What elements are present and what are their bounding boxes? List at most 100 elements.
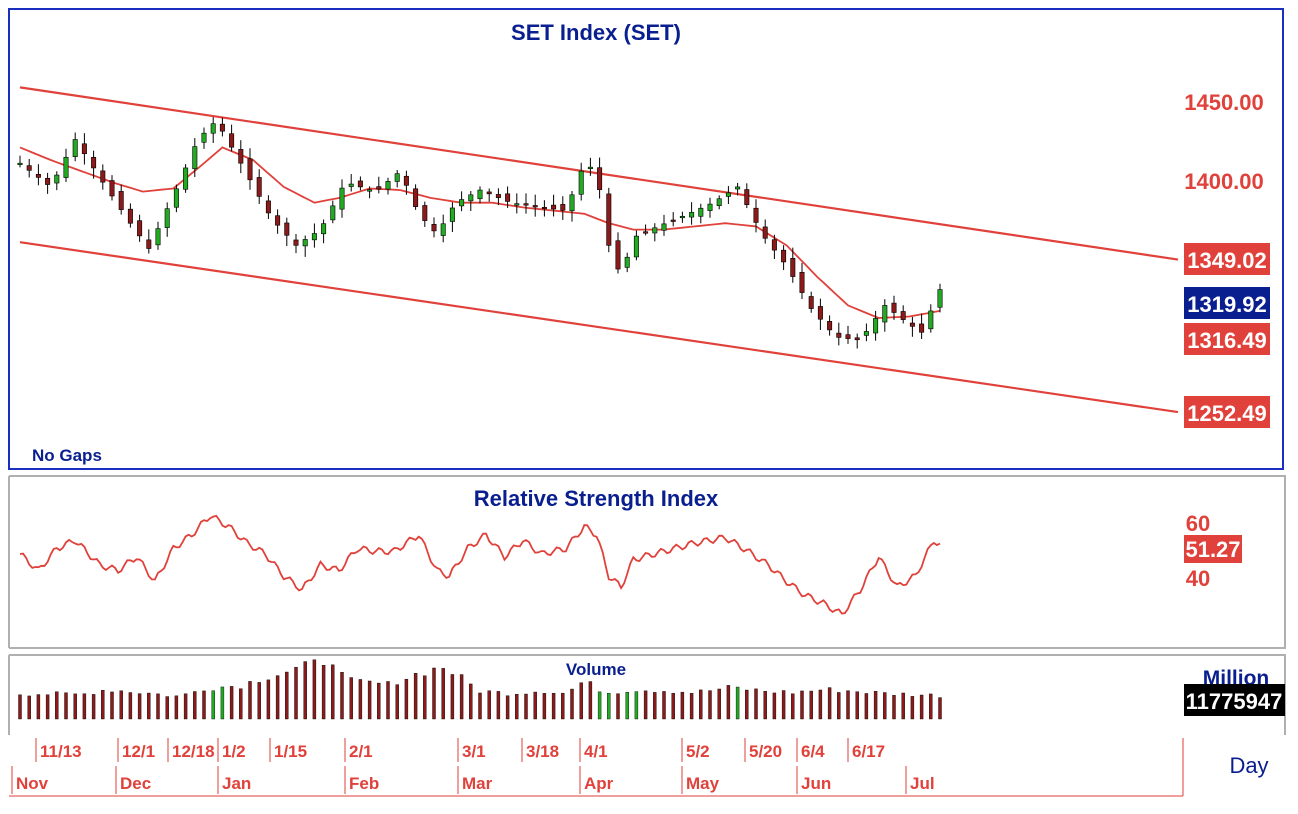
volume-bar bbox=[873, 691, 878, 720]
volume-bar bbox=[542, 693, 547, 720]
candle-body-up bbox=[735, 186, 741, 190]
volume-bar bbox=[745, 689, 749, 720]
candle-body-down bbox=[100, 170, 106, 183]
date-tick-label: 4/1 bbox=[584, 742, 608, 761]
volume-bar bbox=[377, 682, 381, 720]
candle bbox=[367, 186, 373, 199]
volume-title: Volume bbox=[566, 660, 626, 679]
volume-bar bbox=[607, 693, 611, 720]
candle bbox=[431, 217, 437, 238]
volume-bar bbox=[551, 693, 556, 720]
candle-body-down bbox=[551, 204, 557, 210]
volume-bar bbox=[147, 692, 151, 720]
volume-bar bbox=[193, 691, 197, 720]
candle-body-down bbox=[376, 186, 382, 190]
volume-bar bbox=[864, 693, 869, 720]
date-axis: 11/13 12/1 12/18 1/2 1/15 2/1 3/1 3/18 4/1 5/2 5/2… bbox=[9, 738, 1269, 797]
candle-body-down bbox=[413, 188, 419, 207]
date-tick-label: 3/18 bbox=[526, 742, 559, 761]
candle-body-up bbox=[17, 162, 23, 165]
volume-bar bbox=[579, 682, 583, 720]
tag-last-price-label: 1319.92 bbox=[1187, 292, 1267, 317]
candle bbox=[606, 187, 612, 253]
candle bbox=[54, 171, 60, 191]
volume-bar bbox=[202, 690, 206, 720]
candle bbox=[744, 183, 750, 209]
candle-body-up bbox=[54, 174, 60, 184]
candle bbox=[735, 182, 741, 196]
date-tick-label: 11/13 bbox=[40, 742, 82, 761]
candle bbox=[265, 195, 271, 219]
volume-bar bbox=[119, 690, 123, 720]
candle-body-down bbox=[909, 322, 915, 327]
rsi-panel: Relative Strength Index 60 40 ⇥ 51.27 bbox=[8, 475, 1286, 649]
candle-body-down bbox=[118, 191, 124, 210]
month-label: Feb bbox=[349, 774, 379, 793]
candle-body-up bbox=[330, 205, 336, 221]
candle-body-down bbox=[265, 200, 271, 214]
candle-body-up bbox=[679, 215, 685, 219]
candle bbox=[72, 132, 78, 162]
tag-channel-lower-label: 1252.49 bbox=[1187, 401, 1267, 426]
volume-bar bbox=[165, 696, 169, 720]
candle bbox=[753, 199, 759, 233]
last-price-marker-icon: ⇥ bbox=[1173, 302, 1182, 313]
candle bbox=[468, 191, 474, 211]
candle bbox=[827, 315, 833, 336]
candle bbox=[486, 188, 492, 202]
candle bbox=[477, 186, 483, 204]
volume-bar bbox=[588, 681, 593, 720]
volume-bar bbox=[938, 697, 942, 720]
tag-rsi-box bbox=[1184, 535, 1242, 563]
volume-bar bbox=[331, 664, 335, 720]
candle bbox=[100, 164, 106, 190]
candle-body-up bbox=[385, 181, 391, 190]
volume-bar bbox=[275, 675, 280, 720]
volume-bar bbox=[625, 692, 629, 720]
candle bbox=[633, 230, 639, 261]
tag-channel-lower: 1252.49 bbox=[1184, 396, 1270, 428]
volume-bar bbox=[616, 693, 620, 720]
month-label: May bbox=[686, 774, 720, 793]
price-tick-1450: 1450.00 bbox=[1184, 90, 1264, 115]
candle bbox=[81, 133, 87, 165]
volume-bar bbox=[395, 684, 399, 720]
volume-bar bbox=[487, 690, 491, 720]
volume-bar bbox=[367, 680, 372, 720]
candle-body-down bbox=[900, 311, 906, 320]
candle bbox=[339, 179, 345, 218]
volume-bar bbox=[303, 661, 307, 720]
volume-bar bbox=[386, 681, 390, 720]
volume-bar bbox=[128, 692, 133, 720]
volume-bar bbox=[64, 692, 68, 720]
candle-body-up bbox=[477, 189, 483, 200]
candle bbox=[817, 298, 823, 331]
date-tick-label: 6/17 bbox=[852, 742, 885, 761]
candle bbox=[229, 124, 235, 152]
volume-bar bbox=[248, 681, 252, 720]
candle-body-down bbox=[771, 239, 777, 251]
candle-body-down bbox=[431, 224, 437, 232]
candle-body-up bbox=[459, 199, 465, 207]
candle-body-up bbox=[587, 166, 593, 170]
candle-body-up bbox=[63, 156, 69, 178]
candle bbox=[854, 333, 860, 349]
volume-bar bbox=[91, 694, 96, 720]
candle bbox=[127, 203, 133, 228]
candle-body-up bbox=[725, 192, 731, 197]
candle-body-down bbox=[532, 205, 538, 208]
candle-body-down bbox=[827, 321, 833, 331]
candle bbox=[201, 127, 207, 149]
candle-body-down bbox=[45, 177, 51, 185]
candle-body-down bbox=[486, 191, 492, 195]
tag-volume-label: 11775947 bbox=[1186, 689, 1283, 714]
rsi-line bbox=[19, 514, 941, 615]
tag-channel-upper: 1349.02 bbox=[1184, 243, 1270, 275]
candle bbox=[781, 245, 787, 271]
candle-body-down bbox=[670, 219, 676, 222]
candle-body-down bbox=[127, 208, 133, 224]
candle bbox=[836, 322, 842, 346]
volume-bar bbox=[726, 685, 731, 720]
candle bbox=[238, 140, 244, 174]
volume-bar bbox=[36, 694, 41, 720]
